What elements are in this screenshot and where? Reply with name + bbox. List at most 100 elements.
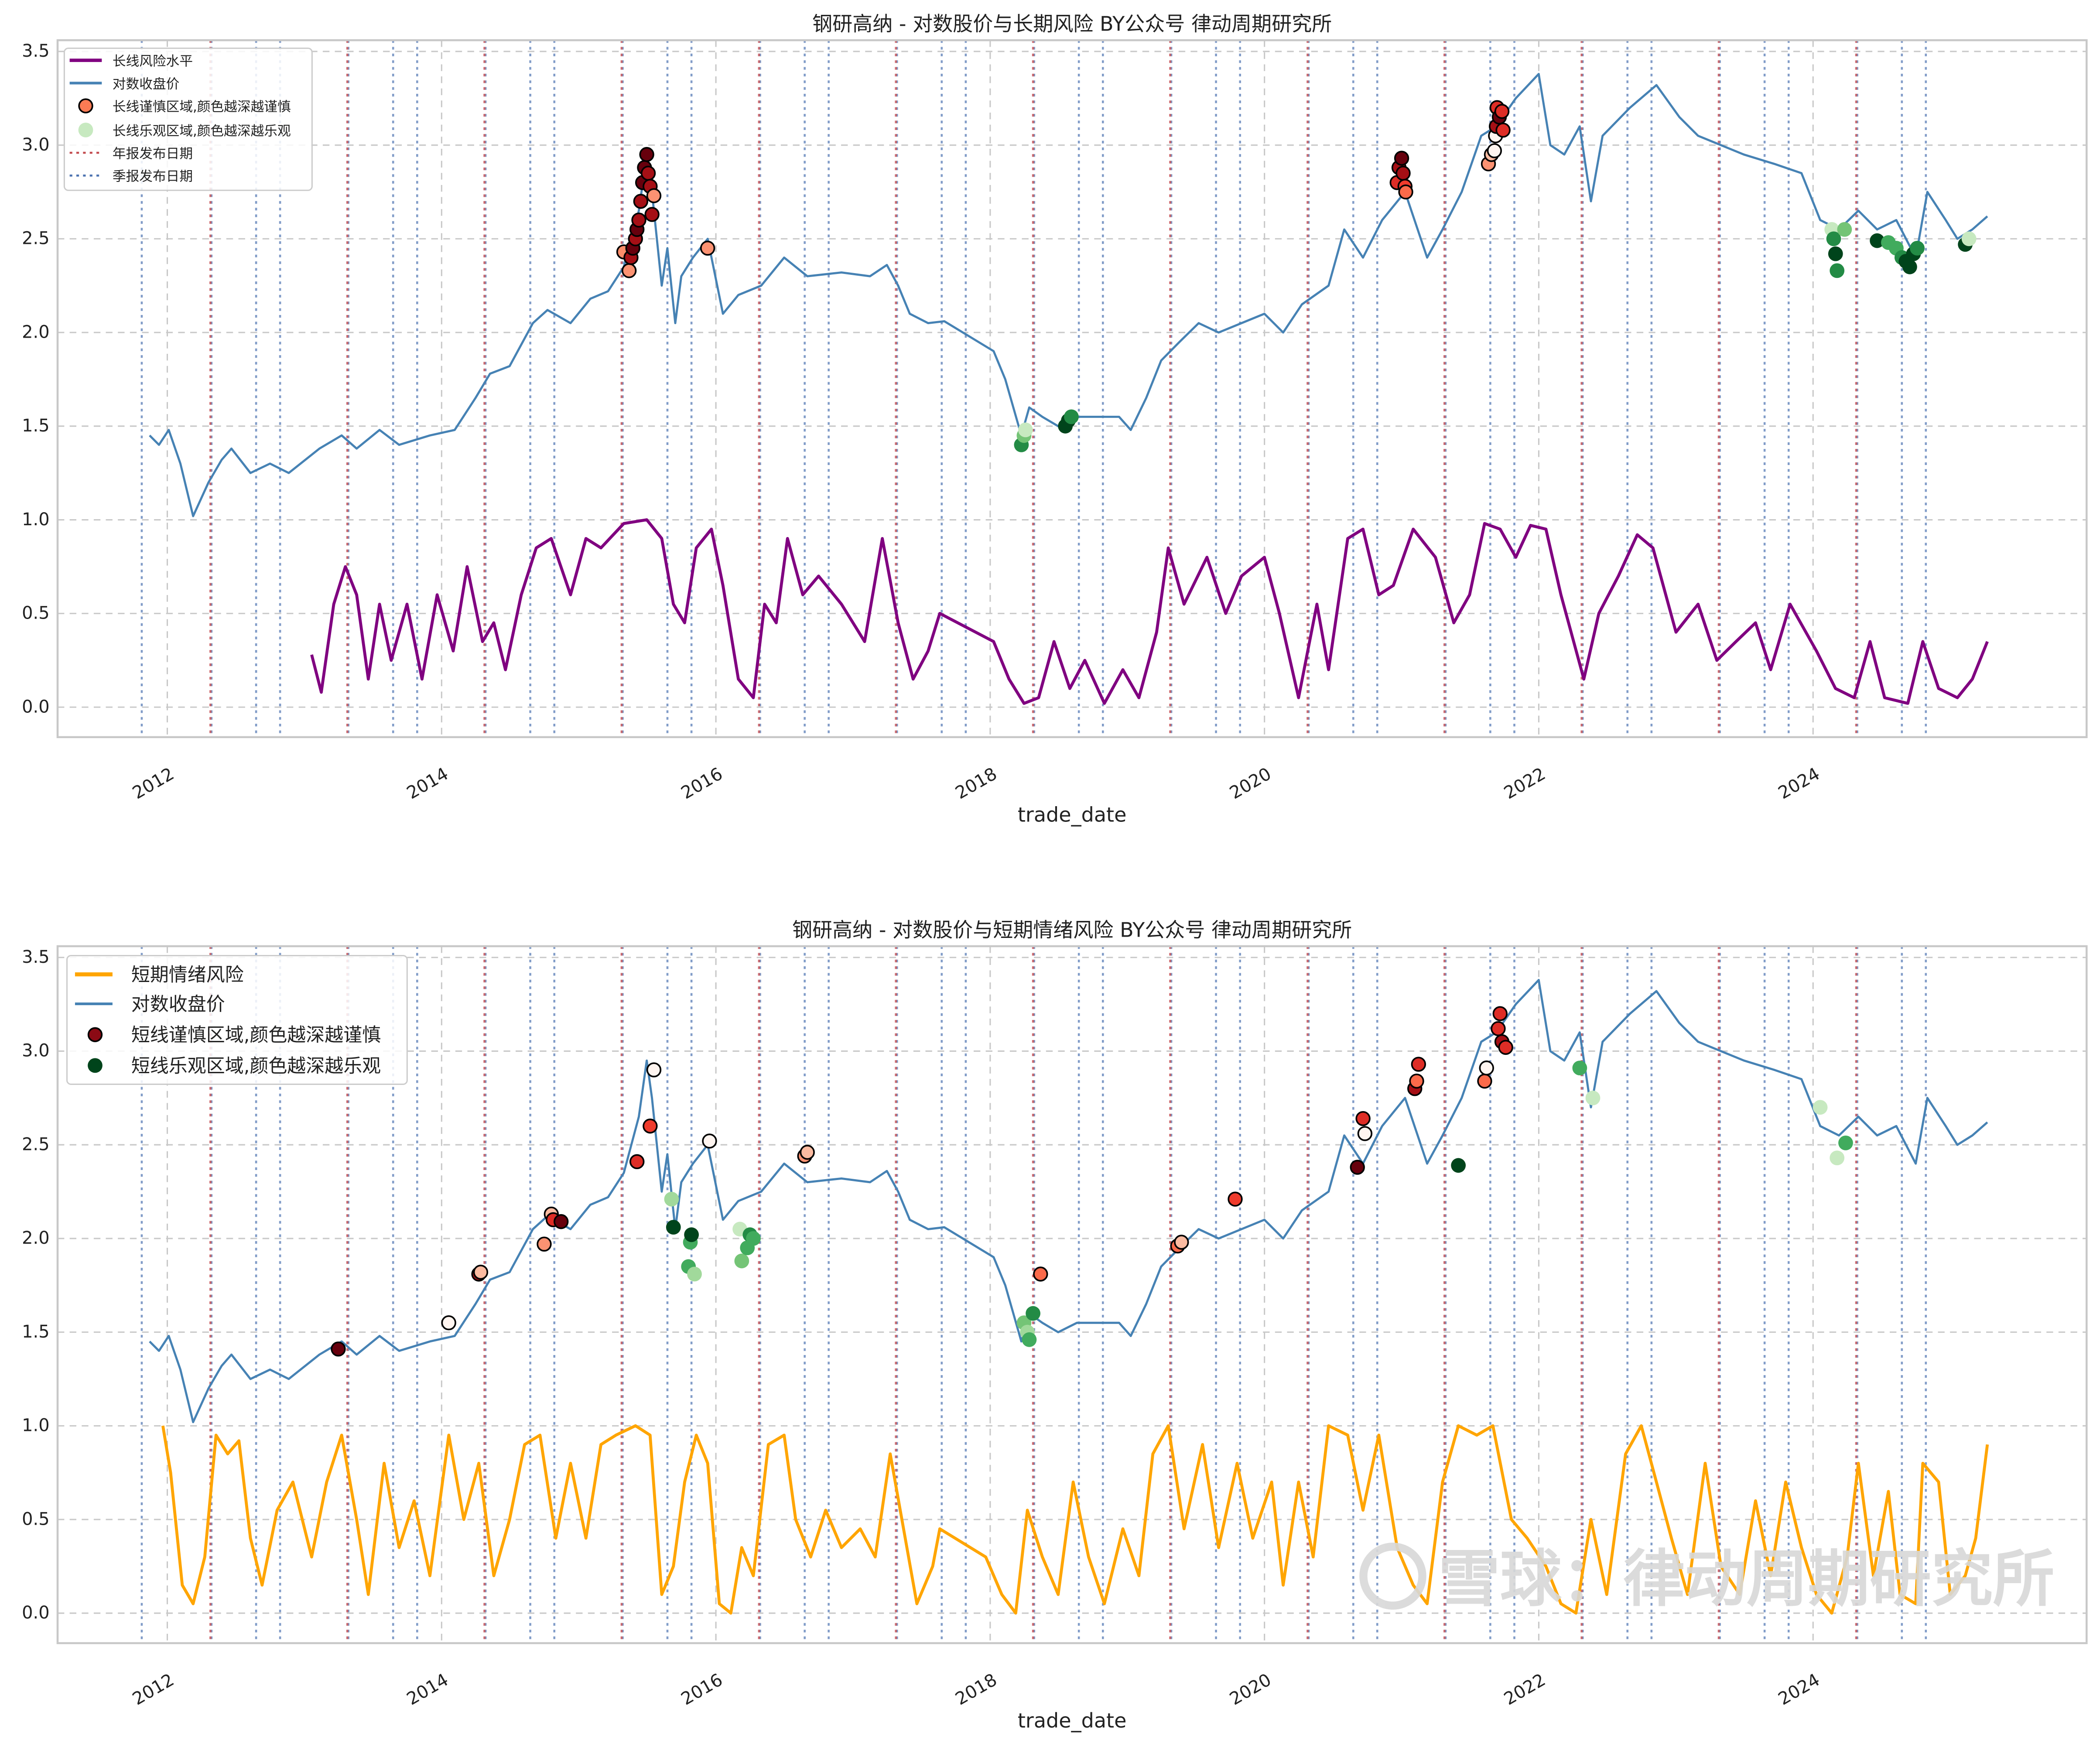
caution-marker bbox=[644, 207, 660, 222]
legend-label-caution: 长线谨慎区域,颜色越深越谨慎 bbox=[113, 99, 291, 115]
legend-label-optimism: 短线乐观区域,颜色越深越乐观 bbox=[131, 1055, 381, 1077]
caution-marker bbox=[1394, 151, 1409, 166]
legend-label-risk: 长线风险水平 bbox=[113, 54, 193, 69]
caution-marker bbox=[629, 1154, 645, 1170]
caution-marker bbox=[646, 1062, 662, 1078]
y-tick-label: 1.5 bbox=[22, 416, 49, 436]
caution-marker bbox=[1495, 123, 1511, 138]
legend-label-price: 对数收盘价 bbox=[131, 993, 225, 1015]
legend-swatch-caution bbox=[78, 98, 93, 113]
y-tick-label: 2.0 bbox=[22, 322, 49, 342]
y-tick-label: 0.0 bbox=[22, 697, 49, 717]
caution-marker bbox=[1411, 1057, 1426, 1072]
caution-marker bbox=[441, 1315, 456, 1331]
optimism-marker bbox=[1826, 231, 1841, 246]
caution-marker bbox=[1228, 1191, 1243, 1207]
optimism-marker bbox=[664, 1191, 679, 1207]
y-tick-label: 1.0 bbox=[22, 1416, 49, 1436]
caution-marker bbox=[633, 194, 649, 209]
axes-frame bbox=[56, 39, 2088, 739]
caution-marker bbox=[1355, 1111, 1371, 1126]
chart-title: 钢研高纳 - 对数股价与长期风险 BY公众号 律动周期研究所 bbox=[812, 12, 1332, 36]
legend-label-risk: 短期情绪风险 bbox=[131, 964, 244, 986]
optimism-marker bbox=[734, 1253, 749, 1269]
legend-label-quarterly: 季报发布日期 bbox=[113, 169, 193, 185]
caution-marker bbox=[1357, 1126, 1373, 1141]
caution-marker bbox=[1350, 1160, 1365, 1175]
caution-marker bbox=[1498, 1040, 1513, 1055]
optimism-marker bbox=[1022, 1332, 1037, 1347]
y-tick-label: 1.5 bbox=[22, 1322, 49, 1342]
caution-marker bbox=[700, 240, 715, 256]
legend-box bbox=[63, 48, 313, 191]
optimism-marker bbox=[1838, 1135, 1853, 1150]
optimism-marker bbox=[1828, 246, 1843, 261]
chart-title: 钢研高纳 - 对数股价与短期情绪风险 BY公众号 律动周期研究所 bbox=[792, 918, 1352, 941]
caution-marker bbox=[621, 263, 637, 278]
caution-marker bbox=[639, 147, 654, 162]
legend-label-caution: 短线谨慎区域,颜色越深越谨慎 bbox=[131, 1024, 381, 1046]
caution-marker bbox=[646, 188, 662, 203]
caution-marker bbox=[643, 1119, 658, 1134]
caution-marker bbox=[1398, 184, 1413, 200]
legend-label-annual: 年报发布日期 bbox=[113, 146, 193, 162]
optimism-marker bbox=[746, 1231, 761, 1246]
caution-marker bbox=[473, 1265, 489, 1280]
y-tick-label: 2.5 bbox=[22, 1134, 49, 1154]
optimism-marker bbox=[1018, 422, 1033, 438]
risk-series-line bbox=[310, 518, 1989, 705]
optimism-marker bbox=[1813, 1100, 1828, 1115]
y-tick-label: 3.0 bbox=[22, 135, 49, 155]
optimism-marker bbox=[1870, 233, 1885, 248]
optimism-marker bbox=[1064, 409, 1079, 424]
optimism-marker bbox=[1830, 1150, 1845, 1166]
legend-label-optimism: 长线乐观区域,颜色越深越乐观 bbox=[113, 123, 291, 139]
y-tick-label: 3.0 bbox=[22, 1041, 49, 1061]
axes-frame bbox=[56, 945, 2088, 1644]
caution-marker bbox=[537, 1236, 552, 1252]
optimism-marker bbox=[687, 1266, 702, 1282]
y-tick-label: 3.5 bbox=[22, 41, 49, 61]
risk-series-line bbox=[161, 1424, 1989, 1615]
y-tick-label: 0.5 bbox=[22, 603, 49, 623]
x-axis-label: trade_date bbox=[1018, 803, 1127, 826]
caution-marker bbox=[554, 1214, 569, 1229]
caution-marker bbox=[702, 1133, 717, 1149]
optimism-marker bbox=[666, 1220, 681, 1235]
optimism-marker bbox=[1585, 1090, 1601, 1105]
caution-marker bbox=[800, 1145, 815, 1160]
log-close-price-line bbox=[149, 73, 1988, 517]
optimism-marker bbox=[1837, 222, 1852, 237]
legend-long-term: 长线风险水平 对数收盘价 长线谨慎区域,颜色越深越谨慎 长线乐观区域,颜色越深越… bbox=[63, 48, 313, 191]
optimism-marker bbox=[1451, 1158, 1466, 1173]
snowball-logo-icon bbox=[1359, 1543, 1426, 1610]
optimism-marker bbox=[684, 1227, 699, 1242]
optimism-marker bbox=[1910, 240, 1925, 256]
y-tick-label: 2.0 bbox=[22, 1228, 49, 1248]
optimism-marker bbox=[1026, 1306, 1040, 1321]
caution-marker bbox=[1491, 1021, 1506, 1037]
legend-swatch-caution bbox=[87, 1027, 103, 1042]
optimism-marker bbox=[1902, 259, 1917, 274]
caution-marker bbox=[1487, 143, 1502, 158]
caution-marker bbox=[631, 212, 646, 228]
y-tick-label: 0.5 bbox=[22, 1509, 49, 1529]
y-tick-label: 1.0 bbox=[22, 510, 49, 530]
legend-swatch-optimism bbox=[78, 123, 93, 137]
optimism-marker bbox=[1830, 263, 1845, 278]
caution-marker bbox=[1492, 1006, 1508, 1021]
caution-marker bbox=[640, 165, 656, 181]
legend-label-price: 对数收盘价 bbox=[113, 76, 179, 92]
x-axis-label: trade_date bbox=[1018, 1709, 1127, 1732]
caution-marker bbox=[1033, 1266, 1048, 1282]
watermark-text: 雪球：律动周期研究所 bbox=[1438, 1543, 2054, 1615]
caution-marker bbox=[1395, 165, 1411, 181]
caution-marker bbox=[1174, 1235, 1189, 1250]
caution-marker bbox=[1477, 1073, 1492, 1089]
caution-marker bbox=[1479, 1060, 1494, 1076]
legend-swatch-optimism bbox=[88, 1058, 103, 1073]
optimism-marker bbox=[1572, 1061, 1587, 1076]
y-tick-label: 2.5 bbox=[22, 229, 49, 249]
